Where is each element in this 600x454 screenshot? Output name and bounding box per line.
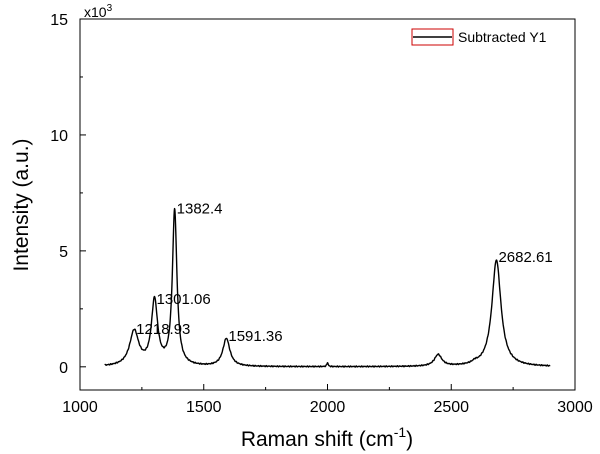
x-tick-label: 2500 xyxy=(433,399,469,416)
y-multiplier-label: x103 xyxy=(84,3,113,20)
legend-label: Subtracted Y1 xyxy=(458,29,547,45)
peak-label: 1218.93 xyxy=(136,321,190,338)
y-tick-label: 5 xyxy=(59,244,68,261)
axis-ticks xyxy=(79,18,576,390)
x-tick-label: 1500 xyxy=(186,399,222,416)
x-axis-unit-exponent: -1 xyxy=(394,424,407,440)
y-multiplier-exponent: 3 xyxy=(107,3,113,14)
peak-label: 1301.06 xyxy=(157,291,211,308)
peak-label: 1591.36 xyxy=(228,328,282,345)
x-axis-title-text: Raman shift xyxy=(241,428,353,451)
x-axis-unit-base: cm xyxy=(366,428,394,451)
x-tick-label: 2000 xyxy=(310,399,346,416)
y-tick-label: 0 xyxy=(59,360,68,377)
x-axis-title: Raman shift (cm-1) xyxy=(241,424,413,451)
y-tick-label: 10 xyxy=(50,128,68,145)
x-tick-label: 1000 xyxy=(62,399,98,416)
peak-label: 1382.4 xyxy=(177,200,223,217)
peak-annotations: 1218.93 1301.06 1382.4 1591.36 2682.61 xyxy=(136,200,552,345)
y-axis-title: Intensity (a.u.) xyxy=(10,138,33,271)
x-tick-label: 3000 xyxy=(557,399,593,416)
peak-label: 2682.61 xyxy=(498,249,552,266)
y-multiplier-base: x10 xyxy=(84,4,107,20)
legend: Subtracted Y1 xyxy=(411,28,547,46)
y-tick-label: 15 xyxy=(50,12,68,29)
series-line-subtracted-y1 xyxy=(104,207,551,368)
axis-tick-labels: 1000 1500 2000 2500 3000 0 5 10 15 xyxy=(50,12,593,416)
